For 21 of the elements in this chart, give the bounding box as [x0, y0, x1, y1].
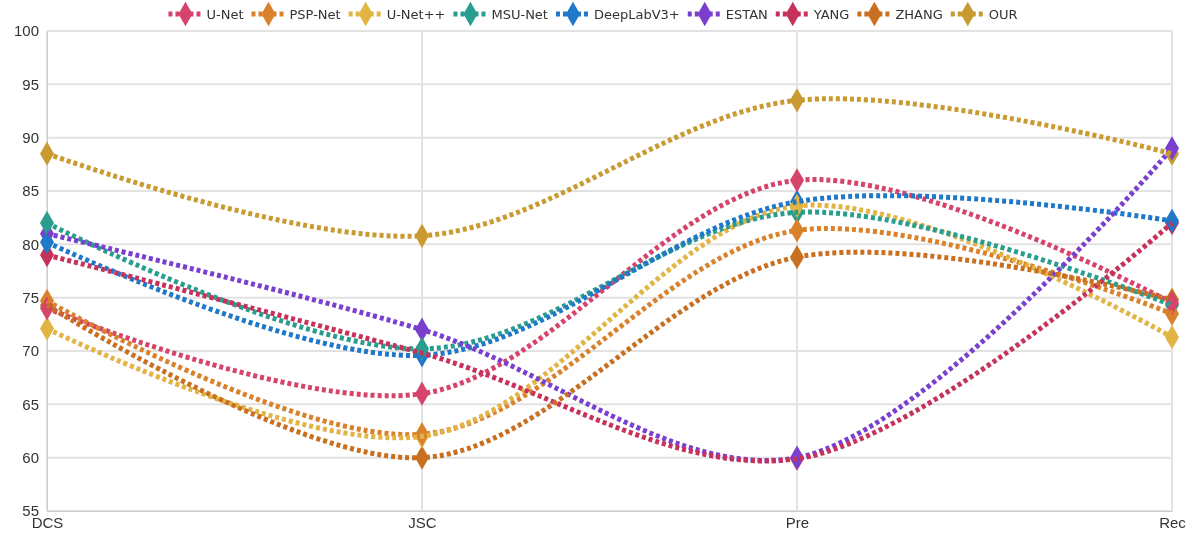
x-tick-label: Pre: [785, 513, 810, 531]
y-tick-label: 80: [22, 235, 39, 253]
y-tick-label: 100: [13, 22, 39, 40]
y-tick-label: 75: [22, 288, 39, 306]
y-tick-label: 85: [22, 182, 39, 200]
legend-label: ESTAN: [725, 7, 768, 22]
legend-label: DeepLabV3+: [593, 7, 680, 22]
y-tick-label: 65: [22, 395, 39, 413]
y-tick-label: 90: [22, 128, 39, 146]
y-tick-label: 60: [22, 448, 39, 466]
x-tick-label: Rec: [1159, 513, 1187, 531]
y-tick-label: 70: [22, 342, 39, 360]
x-tick-label: JSC: [408, 513, 437, 531]
legend-label: OUR: [988, 7, 1018, 22]
legend-label: U-Net: [206, 7, 244, 22]
y-tick-label: 95: [22, 75, 39, 93]
legend-label: YANG: [812, 7, 850, 22]
legend-label: PSP-Net: [289, 7, 341, 22]
legend-label: MSU-Net: [491, 7, 548, 22]
legend-label: U-Net++: [386, 7, 446, 22]
legend-label: ZHANG: [895, 7, 943, 22]
